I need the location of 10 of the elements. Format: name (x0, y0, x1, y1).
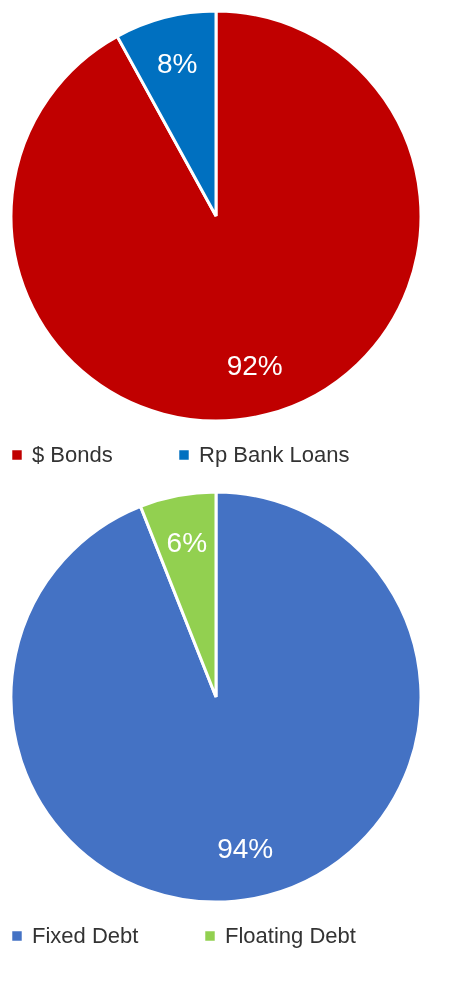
legend-label: Floating Debt (225, 923, 356, 948)
legend-label: Fixed Debt (32, 923, 139, 948)
legend-label: Rp Bank Loans (199, 442, 350, 467)
data-label: 6% (166, 526, 208, 558)
pie-slice (9, 9, 423, 423)
legend-label: $ Bonds (32, 442, 113, 467)
data-label: 8% (157, 48, 198, 80)
pie-slice (9, 490, 423, 904)
data-label: 92% (226, 349, 283, 381)
data-label: 94% (217, 833, 274, 865)
